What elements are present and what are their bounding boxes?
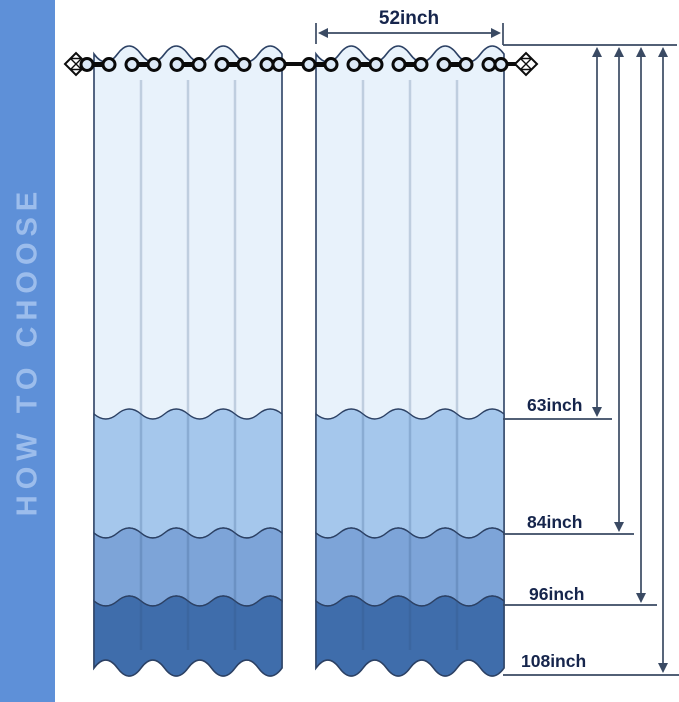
right-finial-icon: [513, 51, 539, 77]
width-dimension-label: 52inch: [378, 8, 440, 29]
height-arrow-84: [503, 46, 634, 535]
height-label-63: 63inch: [527, 395, 583, 415]
height-arrow-63: [503, 46, 612, 420]
curtain-panel-left: [81, 46, 285, 676]
sidebar: HOW TO CHOOSE: [0, 0, 55, 702]
height-label-108: 108inch: [521, 651, 587, 671]
curtain-panel-right: [303, 46, 507, 676]
height-label-96: 96inch: [529, 584, 585, 604]
width-dimension-arrow: [315, 23, 504, 45]
height-arrow-108: [503, 46, 679, 676]
height-label-84: 84inch: [527, 512, 583, 532]
height-arrow-96: [503, 46, 657, 606]
